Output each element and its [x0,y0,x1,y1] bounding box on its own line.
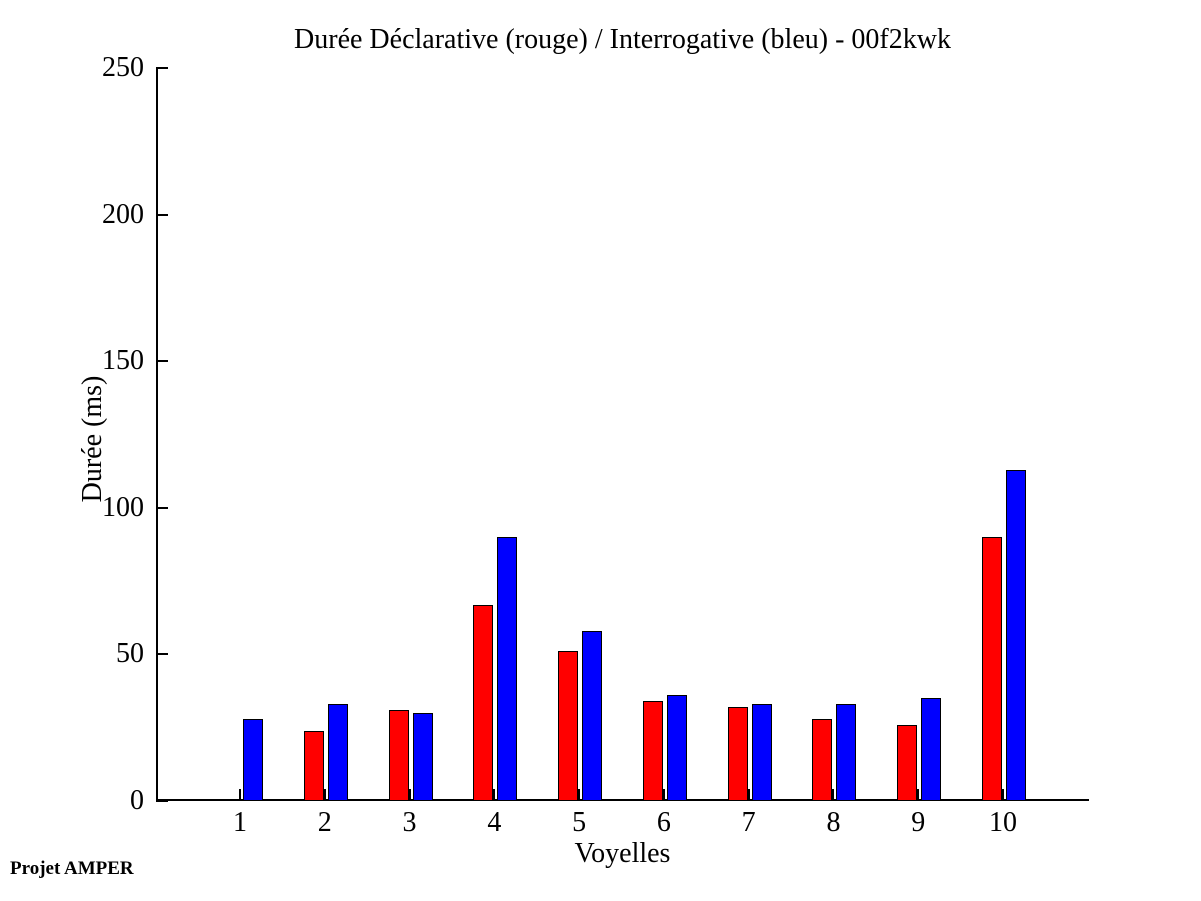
bar-interrogative [666,695,687,801]
y-tick-label: 150 [102,345,144,377]
x-tick-label: 5 [572,807,587,838]
bar-interrogative [751,704,772,801]
bar-interrogative [921,698,942,801]
x-tick-label: 7 [741,807,756,838]
bar-interrogative [412,713,433,801]
y-tick-label: 200 [102,198,144,230]
bar-interrogative [1006,470,1027,801]
y-tick-label: 50 [116,638,144,670]
bar-interrogative [582,631,603,801]
bar-interrogative [243,719,263,801]
y-axis-title: Durée (ms) [77,375,108,503]
y-axis-line [156,68,158,801]
x-tick-label: 3 [402,807,417,838]
x-tick [493,789,496,801]
y-tick [156,653,168,656]
bar-interrogative [836,704,857,801]
bar-déclarative [473,605,494,801]
bar-interrogative [497,537,518,801]
x-tick [1002,789,1005,801]
y-tick-label: 250 [102,52,144,83]
project-label: Projet AMPER [10,858,134,879]
bar-déclarative [982,537,1003,801]
x-tick [832,789,835,801]
x-axis-line [156,799,1089,801]
y-tick [156,506,168,509]
x-tick-label: 8 [826,807,841,838]
x-tick [578,789,581,801]
x-tick-label: 2 [317,807,332,838]
bar-déclarative [812,719,833,801]
x-tick-label: 9 [911,807,926,838]
x-tick [747,789,750,801]
x-axis-title: Voyelles [574,838,671,869]
x-tick [917,789,920,801]
x-tick-label: 4 [487,807,502,838]
bar-déclarative [642,701,663,801]
bar-déclarative [897,725,918,801]
bar-interrogative [327,704,348,801]
y-tick [156,800,168,802]
y-tick [156,67,168,69]
x-tick-label: 6 [656,807,671,838]
bar-déclarative [388,710,409,801]
x-tick-label: 10 [989,807,1018,838]
y-tick [156,213,168,216]
x-tick [323,789,326,801]
plot-area [156,67,1089,802]
bar-déclarative [727,707,748,801]
chart-title: Durée Déclarative (rouge) / Interrogativ… [294,24,951,55]
x-tick [662,789,665,801]
bar-déclarative [558,651,579,801]
bar-déclarative [303,731,324,801]
y-tick-label: 100 [102,491,144,523]
x-tick [239,789,241,801]
x-tick [408,789,411,801]
x-tick-label: 1 [233,807,247,838]
y-tick [156,360,168,363]
y-tick-label: 0 [130,785,144,816]
